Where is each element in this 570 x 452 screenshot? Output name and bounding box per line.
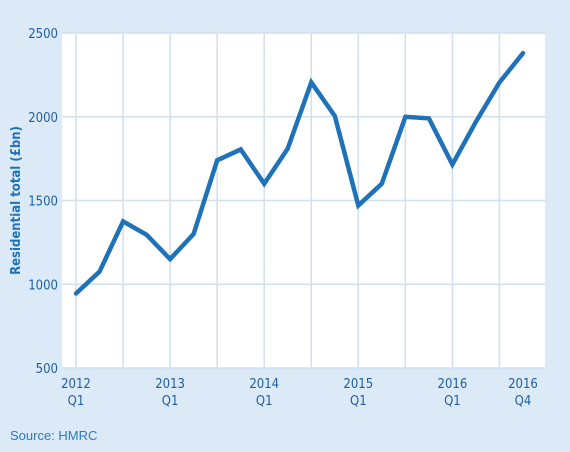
y-axis-label: Residential total (£bn) bbox=[9, 126, 24, 275]
series-layer bbox=[73, 50, 526, 296]
x-tick-year: 2016 bbox=[508, 377, 538, 392]
x-tick-quarter: Q1 bbox=[162, 394, 179, 409]
x-tick-year: 2014 bbox=[249, 377, 279, 392]
series-line bbox=[73, 50, 526, 296]
x-tick-year: 2015 bbox=[343, 377, 373, 392]
x-axis-ticks: 2012 Q1 2013 Q1 2014 Q1 2015 Q1 2016 Q1 2016 Q4 bbox=[61, 377, 538, 409]
y-tick-label: 1000 bbox=[28, 278, 58, 293]
x-tick-quarter: Q1 bbox=[350, 394, 367, 409]
x-tick-year: 2013 bbox=[155, 377, 185, 392]
y-tick-label: 2500 bbox=[28, 27, 58, 42]
x-tick-quarter: Q4 bbox=[515, 394, 532, 409]
y-tick-label: 500 bbox=[36, 362, 58, 377]
x-tick-year: 2016 bbox=[438, 377, 468, 392]
source-note: Source: HMRC bbox=[10, 428, 98, 443]
grid-lines bbox=[62, 32, 545, 369]
x-tick-quarter: Q1 bbox=[444, 394, 461, 409]
y-axis-ticks: 500 1000 1500 2000 2500 bbox=[28, 27, 58, 377]
x-tick-quarter: Q1 bbox=[68, 394, 85, 409]
x-tick-quarter: Q1 bbox=[256, 394, 273, 409]
y-tick-label: 2000 bbox=[28, 111, 58, 126]
x-tick-year: 2012 bbox=[61, 377, 91, 392]
y-tick-label: 1500 bbox=[28, 195, 58, 210]
